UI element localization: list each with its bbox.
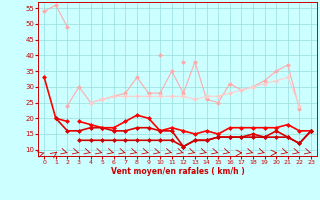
X-axis label: Vent moyen/en rafales ( km/h ): Vent moyen/en rafales ( km/h ): [111, 167, 244, 176]
